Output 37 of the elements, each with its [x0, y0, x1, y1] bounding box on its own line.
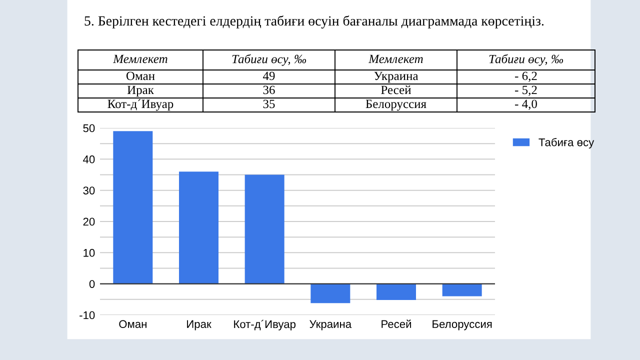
text: Мемлекет	[113, 54, 168, 64]
y-tick-label: 40	[83, 155, 95, 164]
y-tick-label: 50	[83, 124, 95, 132]
chart-title: 5. Берілген кестедегі елдердің табиғи өсуін бағаналы диаграммада көрсетіңіз.	[84, 16, 544, 28]
text: 36	[263, 86, 275, 94]
text: Табиғи өсу, ‰	[489, 54, 564, 66]
text: 49	[262, 72, 275, 80]
x-tick-label: Белоруссия	[432, 320, 492, 330]
text: - 4,0	[515, 100, 537, 110]
legend-label: Табиға өсу	[538, 138, 594, 148]
text: - 6,2	[515, 72, 537, 82]
y-tick-label: 10	[84, 248, 95, 257]
bar	[442, 284, 482, 296]
x-tick-label: Кот-д´Ивуар	[234, 320, 296, 330]
y-tick-label: -10	[80, 311, 95, 320]
text: Белоруссия	[366, 100, 426, 111]
y-tick-label: 0	[89, 280, 95, 288]
bar	[179, 172, 218, 284]
text: Ирак	[127, 86, 154, 97]
bar	[244, 174, 284, 284]
bar	[113, 131, 153, 284]
text: Табиғи өсу, ‰	[232, 54, 306, 66]
x-tick-label: Ирак	[187, 320, 212, 330]
x-tick-label: Украина	[310, 320, 352, 330]
text: Кот-д´Ивуар	[108, 99, 174, 111]
bar	[310, 284, 350, 304]
text: - 5,2	[515, 86, 537, 96]
text: Ресей	[381, 85, 411, 94]
text: Оман	[126, 72, 155, 80]
x-tick-label: Оман	[119, 320, 146, 328]
text: 35	[263, 100, 275, 108]
y-tick-label: 20	[83, 218, 95, 226]
text: Мемлекет	[368, 54, 423, 64]
y-tick-label: 30	[83, 186, 95, 194]
text: Украина	[374, 72, 418, 83]
x-tick-label: Ресей	[382, 320, 412, 328]
bar	[376, 284, 416, 300]
